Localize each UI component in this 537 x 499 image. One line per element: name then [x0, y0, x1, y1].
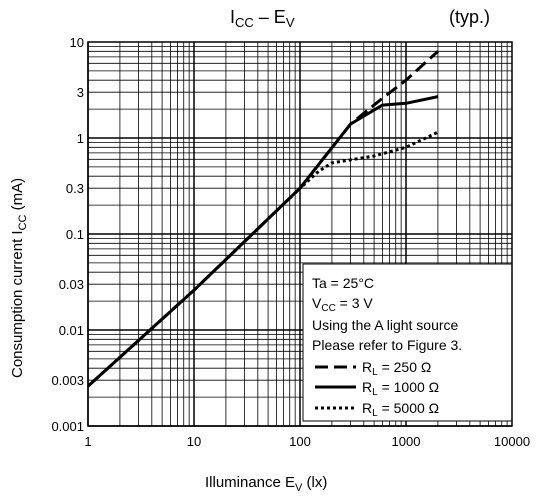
chart-title: ICC – EV — [230, 7, 295, 30]
y-tick-label: 0.003 — [51, 373, 84, 388]
chart-note: (typ.) — [449, 7, 490, 27]
x-tick-label: 10000 — [494, 434, 530, 449]
legend-label-5000: RL = 5000 Ω — [362, 400, 439, 419]
series-line-1000 — [86, 95, 439, 388]
y-tick-label: 0.001 — [51, 419, 84, 434]
y-tick-label: 0.3 — [66, 181, 84, 196]
legend-condition-figure: Please refer to Figure 3. — [312, 337, 462, 353]
plot-frame — [87, 41, 513, 427]
series-lines — [86, 50, 439, 388]
x-tick-label: 1 — [84, 434, 91, 449]
y-axis-label: Consumption current ICC (mA) — [9, 178, 29, 378]
x-axis-label: Illuminance EV (lx) — [205, 474, 327, 494]
x-tick-label: 10 — [187, 434, 201, 449]
y-tick-label: 0.03 — [59, 277, 84, 292]
x-tick-label: 100 — [289, 434, 311, 449]
legend-label-250: RL = 250 Ω — [362, 359, 431, 378]
legend-condition-vcc: VCC = 3 V — [312, 295, 373, 314]
y-tick-label: 10 — [70, 35, 84, 50]
y-tick-label: 0.1 — [66, 227, 84, 242]
y-tick-label: 1 — [77, 131, 84, 146]
x-tick-label: 1000 — [392, 434, 421, 449]
y-tick-label: 3 — [77, 85, 84, 100]
legend-condition-light: Using the A light source — [312, 317, 459, 333]
tick-labels: 1 10 100 1000 10000 0.001 0.003 0.01 0.03 0.1 0.3 1… — [51, 35, 530, 449]
legend: Ta = 25°C VCC = 3 V Using the A light so… — [302, 263, 513, 422]
y-tick-label: 0.01 — [59, 323, 84, 338]
legend-condition-temp: Ta = 25°C — [312, 275, 374, 291]
legend-label-1000: RL = 1000 Ω — [362, 379, 439, 398]
